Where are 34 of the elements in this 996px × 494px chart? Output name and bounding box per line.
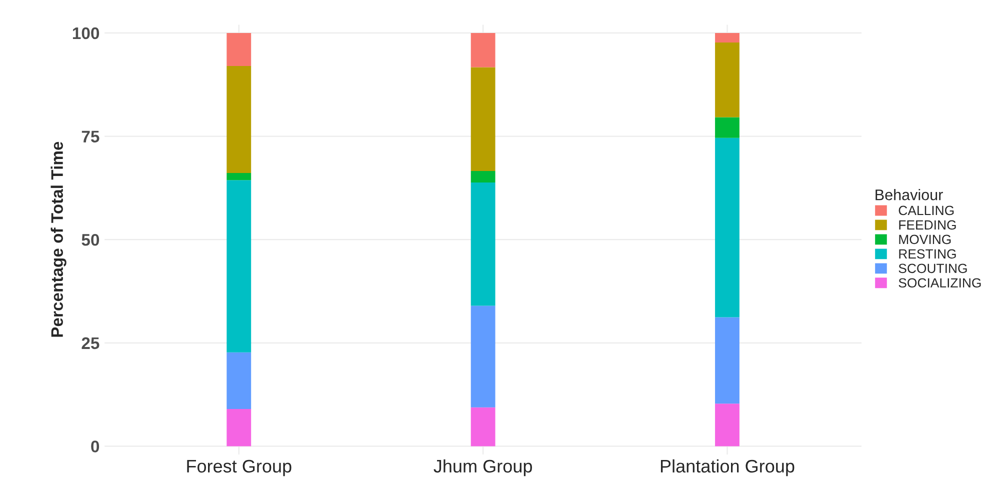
- bar: [226, 173, 252, 180]
- bar: [470, 182, 496, 306]
- legend-label: FEEDING: [899, 220, 956, 230]
- legend-label: CALLING: [898, 206, 954, 216]
- bar: [715, 117, 740, 138]
- bar: [226, 66, 252, 174]
- legend-title: Behaviour: [876, 189, 943, 200]
- y-axis-title: Percentage of Total Time: [50, 142, 66, 337]
- legend-label: MOVING: [899, 234, 951, 244]
- y-tick-label: 100: [72, 27, 100, 40]
- bar: [226, 409, 252, 446]
- legend-label: SCOUTING: [898, 264, 967, 274]
- bar: [470, 32, 496, 68]
- bar: [715, 32, 740, 42]
- bar: [715, 138, 740, 318]
- legend-label: RESTING: [899, 249, 956, 259]
- bar: [715, 317, 740, 404]
- bar: [470, 67, 496, 171]
- x-tick-label: Jhum Group: [434, 459, 532, 476]
- y-tick-label: 0: [91, 440, 100, 452]
- y-tick-label: 25: [82, 337, 100, 350]
- bar: [470, 306, 496, 408]
- bar: [226, 180, 252, 352]
- bar: [470, 170, 496, 183]
- bar: [470, 407, 496, 446]
- bar: [715, 404, 740, 446]
- bar: [226, 32, 252, 66]
- bar: [226, 352, 252, 410]
- y-tick-label: 75: [82, 130, 100, 142]
- x-tick-label: Plantation Group: [660, 459, 794, 476]
- legend-label: SOCIALIZING: [898, 278, 981, 288]
- x-tick-label: Forest Group: [187, 460, 292, 476]
- y-tick-label: 50: [82, 234, 100, 246]
- bar: [715, 42, 740, 118]
